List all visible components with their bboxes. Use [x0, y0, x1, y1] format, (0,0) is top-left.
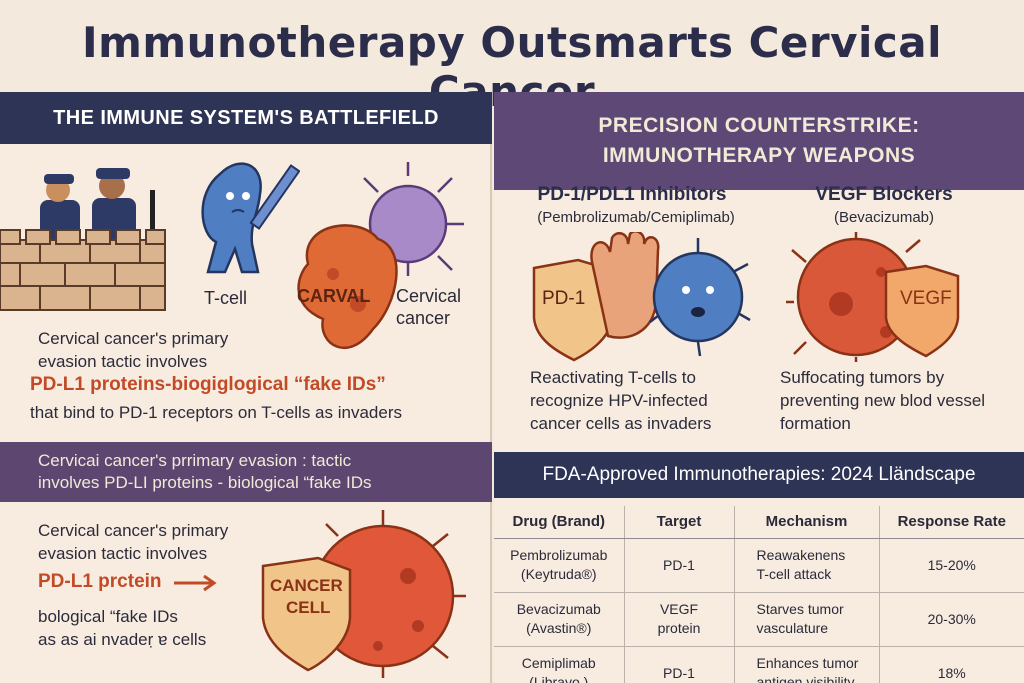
fda-table-panel: FDA-Approved Immunotherapies: 2024 Lländ… [494, 452, 1024, 683]
pd1-desc-1: Reactivating T-cells to [530, 368, 696, 387]
pd1-desc-3: cancer cells as invaders [530, 414, 712, 433]
evasion-text-5: as as ai nvadeṛ ɐ cells [38, 630, 207, 649]
vegf-desc-2: preventing new blod vessel [780, 391, 986, 410]
col-drug-header: Drug (Brand) [494, 506, 624, 539]
response-cell: 20-30% [878, 592, 1024, 647]
vegf-desc-3: formation [780, 414, 851, 433]
evasion-text-4: bological “fake IDs [38, 607, 178, 626]
vegf-desc-1: Suffocating tumors by [780, 368, 945, 387]
mechanism-cell: Enhances tumor antigen visibility [733, 646, 879, 683]
response-cell: 18% [878, 646, 1024, 683]
cervical-label: Cervical [396, 286, 462, 306]
battlefield-text-4: that bind to PD-1 receptors on T-cells a… [30, 403, 402, 422]
battlefield-text-3: PD-L1 proteins-biogiglogical “fake IDs” [30, 374, 386, 395]
page-title: Immunotherapy Outsmarts Cervical Cancer [81, 18, 943, 116]
drug-cell: Cemiplimab (Librayo ) [494, 646, 624, 683]
pd1-shield-label: PD-1 [542, 288, 586, 309]
table-row: Cemiplimab (Librayo ) PD-1 Enhances tumor… [494, 646, 1024, 683]
arrow-right-icon [174, 574, 217, 592]
guards-wall-illustration [0, 168, 166, 311]
target-cell: VEGF protein [623, 592, 734, 647]
counterstrike-header-line-1: PRECISION COUNTERSTRIKE: [598, 114, 920, 137]
col-mechanism-header: Mechanism [733, 506, 879, 539]
pd1-subtitle: (Pembrolizumab/Cemiplimab) [537, 209, 735, 226]
evasion-detail-panel: Cervical cancer's primary evasion tactic… [0, 502, 492, 683]
col-response-header: Response Rate [878, 506, 1024, 539]
battlefield-text-1: Cervical cancer's primary [38, 329, 229, 348]
fda-table: Drug (Brand) Target Mechanism Response R… [494, 506, 1024, 683]
fda-table-title: FDA-Approved Immunotherapies: 2024 Lländ… [494, 452, 1024, 498]
evasion-text-2: evasion tactic involves [38, 544, 208, 563]
mechanism-cell: Reawakenens T-cell attack [733, 538, 879, 593]
evasion-band: Cervicai cancer's prrimary evasion : tac… [0, 442, 492, 502]
battlefield-text-2: evasion tactic involves [38, 352, 208, 371]
vegf-blockade-illustration [786, 232, 960, 362]
cancer-label: cancer [396, 308, 451, 328]
t-cell-illustration [201, 162, 300, 274]
pd1-title: PD-1/PDL1 Inhibitors [537, 184, 727, 205]
evasion-text-3: PD-L1 prctein [38, 571, 162, 592]
battlefield-panel: THE IMMUNE SYSTEM'S BATTLEFIELD [0, 92, 492, 442]
vegf-subtitle: (Bevacizumab) [833, 209, 935, 226]
counterstrike-header: PRECISION COUNTERSTRIKE: IMMUNOTHERAPY W… [494, 92, 1024, 190]
cancer-cell-label-1: CANCER [270, 576, 343, 595]
counterstrike-header-line-2: IMMUNOTHERAPY WEAPONS [602, 144, 916, 167]
drug-cell: Bevacizumab (Avastin®) [494, 592, 624, 647]
cancer-cell-label-2: CELL [286, 598, 331, 617]
t-cell-label: T-cell [204, 288, 248, 308]
evasion-band-line-1: Cervicai cancer's prrimary evasion : tac… [38, 451, 352, 470]
drug-cell: Pembrolizumab (Keytruda®) [494, 538, 624, 593]
target-cell: PD-1 [623, 538, 734, 593]
target-cell: PD-1 [623, 646, 734, 683]
mechanism-cell: Starves tumor vasculature [733, 592, 879, 647]
pd1-desc-2: recognize HPV-infected [530, 391, 708, 410]
shielded-cancer-cell-illustration [261, 510, 466, 678]
col-target-header: Target [623, 506, 734, 539]
battlefield-header: THE IMMUNE SYSTEM'S BATTLEFIELD [0, 92, 492, 144]
cancer-cell-illustration [297, 162, 464, 350]
evasion-text-1: Cervical cancer's primary [38, 521, 229, 540]
table-header-row: Drug (Brand) Target Mechanism Response R… [494, 506, 1024, 539]
evasion-band-line-2: involves PD-LI proteins - biological “fa… [38, 473, 372, 492]
response-cell: 15-20% [878, 538, 1024, 593]
vegf-shield-label: VEGF [900, 288, 952, 309]
counterstrike-panel: PRECISION COUNTERSTRIKE: IMMUNOTHERAPY W… [494, 92, 1024, 452]
table-row: Pembrolizumab (Keytruda®) PD-1 Reawakenen… [494, 538, 1024, 593]
carval-label: CARVAL [297, 286, 371, 306]
vegf-title: VEGF Blockers [815, 184, 953, 205]
table-row: Bevacizumab (Avastin®) VEGF protein Starve… [494, 592, 1024, 647]
pd1-blockade-illustration [532, 232, 751, 362]
